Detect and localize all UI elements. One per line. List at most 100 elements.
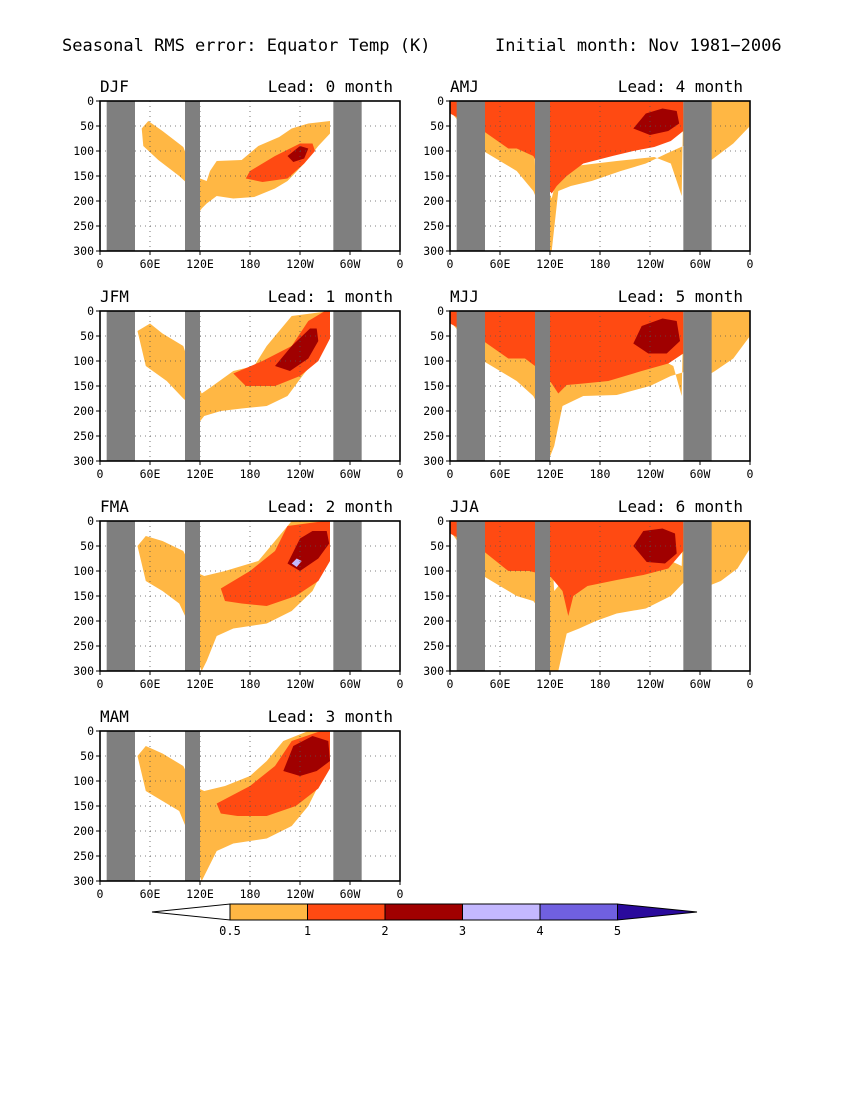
y-tick-label: 200 <box>73 194 94 208</box>
y-tick-label: 300 <box>73 664 94 678</box>
x-tick-label: 180 <box>590 677 611 691</box>
x-tick-label: 120W <box>636 677 664 691</box>
y-tick-label: 0 <box>87 94 94 108</box>
x-tick-label: 180 <box>590 467 611 481</box>
land-mask <box>106 101 135 251</box>
y-tick-label: 250 <box>423 429 444 443</box>
land-mask <box>333 311 362 461</box>
y-tick-label: 50 <box>80 119 94 133</box>
x-tick-label: 60W <box>340 887 361 901</box>
land-mask <box>333 101 362 251</box>
contour-l3 <box>287 146 309 162</box>
x-tick-label: 60W <box>340 257 361 271</box>
land-mask <box>683 311 712 461</box>
panel-season-label: FMA <box>100 497 129 516</box>
colorbar-segment <box>307 903 386 921</box>
y-tick-label: 0 <box>437 304 444 318</box>
panel-lead-label: Lead: 6 month <box>618 497 743 516</box>
panel-plot-area <box>100 101 400 251</box>
y-tick-label: 300 <box>423 664 444 678</box>
panel-amj: AMJ Lead: 4 month 0 60E 120E 180 120W 60W 0 0 50 10… <box>423 77 753 271</box>
y-tick-label: 150 <box>73 589 94 603</box>
land-mask <box>106 521 135 671</box>
x-tick-label: 60W <box>690 257 711 271</box>
contour-l3 <box>275 328 319 371</box>
x-tick-label: 0 <box>447 467 454 481</box>
y-tick-label: 100 <box>73 144 94 158</box>
land-mask <box>683 101 712 251</box>
x-tick-label: 60W <box>340 677 361 691</box>
colorbar-segment <box>384 903 463 921</box>
x-tick-label: 120W <box>286 257 314 271</box>
land-mask <box>456 101 485 251</box>
land-mask <box>185 101 200 251</box>
x-tick-label: 180 <box>240 257 261 271</box>
y-tick-label: 0 <box>87 304 94 318</box>
contour-l3 <box>633 318 680 354</box>
land-mask <box>333 731 362 881</box>
y-tick-label: 50 <box>430 119 444 133</box>
y-tick-label: 300 <box>423 454 444 468</box>
colorbar-arrow-high <box>617 903 698 921</box>
panel-season-label: JJA <box>450 497 479 516</box>
contour-l2 <box>450 101 684 194</box>
panel-plot-area <box>100 521 400 671</box>
x-tick-label: 0 <box>97 467 104 481</box>
y-tick-label: 250 <box>73 849 94 863</box>
x-tick-label: 180 <box>240 887 261 901</box>
colorbar-level-label: 1 <box>304 924 311 938</box>
y-tick-label: 100 <box>423 354 444 368</box>
x-tick-label: 120W <box>286 677 314 691</box>
land-mask <box>456 521 485 671</box>
x-tick-label: 60W <box>690 677 711 691</box>
y-tick-label: 200 <box>423 614 444 628</box>
y-tick-label: 150 <box>73 169 94 183</box>
x-tick-label: 120E <box>536 467 564 481</box>
x-tick-label: 120E <box>536 677 564 691</box>
y-tick-label: 250 <box>73 219 94 233</box>
y-tick-label: 200 <box>73 404 94 418</box>
y-tick-label: 150 <box>423 589 444 603</box>
colorbar-segment <box>539 903 618 921</box>
panel-plot-area <box>100 731 400 881</box>
panel-plot-area <box>450 521 750 671</box>
colorbar-level-label: 0.5 <box>219 924 241 938</box>
panel-jja: JJA Lead: 6 month 0 60E 120E 180 120W 60W 0 0 50 10… <box>423 497 753 691</box>
x-tick-label: 120E <box>186 467 214 481</box>
y-tick-label: 50 <box>80 749 94 763</box>
x-tick-label: 0 <box>447 677 454 691</box>
y-tick-label: 300 <box>73 244 94 258</box>
x-tick-label: 60W <box>340 467 361 481</box>
colorbar-segment <box>462 903 541 921</box>
y-tick-label: 100 <box>73 774 94 788</box>
land-mask <box>333 521 362 671</box>
panel-plot-area <box>450 311 750 461</box>
y-tick-label: 50 <box>430 539 444 553</box>
y-tick-label: 150 <box>423 169 444 183</box>
land-mask <box>185 311 200 461</box>
x-tick-label: 60W <box>690 467 711 481</box>
colorbar-level-label: 3 <box>459 924 466 938</box>
land-mask <box>185 521 200 671</box>
panel-plot-area <box>100 311 400 461</box>
panel-djf: DJF Lead: 0 month 0 60E 120E 180 120W 60W 0 0 50 10… <box>73 77 403 271</box>
x-tick-label: 0 <box>747 257 754 271</box>
land-mask <box>535 101 550 251</box>
x-tick-label: 0 <box>397 887 404 901</box>
x-tick-label: 120E <box>186 677 214 691</box>
panel-jfm: JFM Lead: 1 month 0 60E 120E 180 120W 60W 0 0 50 10… <box>73 287 403 481</box>
land-mask <box>106 311 135 461</box>
panel-plot-area <box>450 101 750 251</box>
panels-group: DJF Lead: 0 month 0 60E 120E 180 120W 60W 0 0 50 10… <box>73 77 753 901</box>
x-tick-label: 0 <box>97 677 104 691</box>
x-tick-label: 60E <box>140 677 161 691</box>
panel-season-label: MJJ <box>450 287 479 306</box>
panel-lead-label: Lead: 3 month <box>268 707 393 726</box>
x-tick-label: 0 <box>747 677 754 691</box>
y-tick-label: 250 <box>73 639 94 653</box>
x-tick-label: 120W <box>636 257 664 271</box>
contour-l4 <box>291 558 302 567</box>
y-tick-label: 200 <box>73 614 94 628</box>
x-tick-label: 0 <box>397 467 404 481</box>
